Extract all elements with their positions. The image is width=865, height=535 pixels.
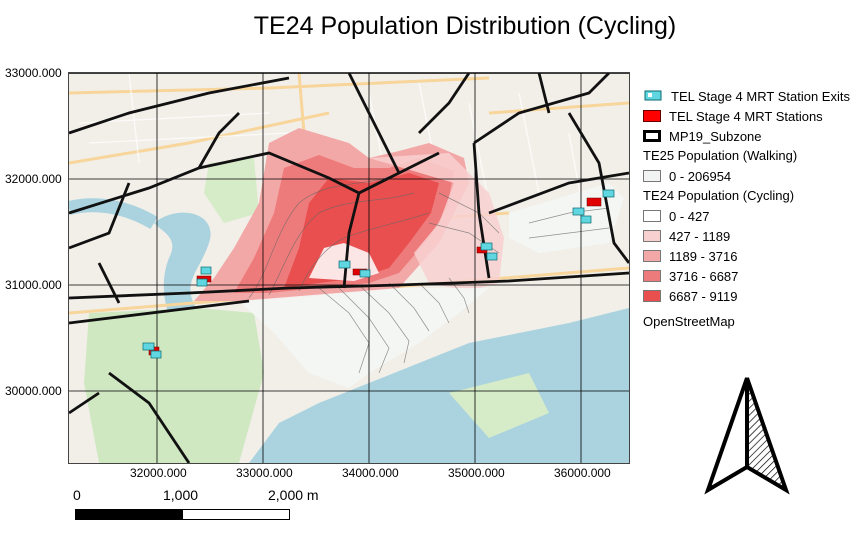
y-tick-label: 30000.000: [5, 384, 62, 398]
legend-swatch: [643, 170, 661, 182]
park-area: [449, 373, 549, 438]
station-exit-icon: [644, 90, 662, 101]
scale-bar-label: 1,000: [163, 487, 199, 503]
sea-area: [249, 308, 629, 463]
x-tick-label: 35000.000: [448, 466, 505, 480]
scale-bar-label: 2,000 m: [268, 487, 319, 503]
legend-swatch: [643, 230, 661, 242]
legend-swatch: [643, 270, 661, 282]
legend-label: 427 - 1189: [669, 228, 731, 244]
map-canvas[interactable]: [68, 72, 630, 464]
legend-label: TEL Stage 4 MRT Stations: [669, 108, 823, 124]
legend-swatch: [643, 290, 661, 302]
legend-item-cycling: 6687 - 9119: [643, 286, 863, 306]
legend-item-station-exits: TEL Stage 4 MRT Station Exits: [643, 86, 863, 106]
map-svg: [69, 73, 629, 463]
map-title: TE24 Population Distribution (Cycling): [253, 12, 677, 40]
north-arrow-icon: [704, 377, 790, 495]
mrt-station-exit-icons: [142, 189, 615, 359]
river-channel: [69, 198, 158, 230]
y-tick-label: 32000.000: [5, 172, 62, 186]
legend-swatch: [643, 210, 661, 222]
legend-label: 0 - 427: [669, 208, 710, 224]
legend-item-stations: TEL Stage 4 MRT Stations: [643, 106, 863, 126]
y-tick-label: 31000.000: [5, 278, 62, 292]
park-area: [204, 158, 259, 223]
legend-label: 6687 - 9119: [669, 288, 738, 304]
legend-label: 1189 - 3716: [669, 248, 738, 264]
legend-swatch: [643, 130, 661, 142]
y-tick-label: 33000.000: [5, 66, 62, 80]
legend-swatch: [643, 250, 661, 262]
subzone-boundaries: [69, 73, 629, 463]
legend-basemap-label: OpenStreetMap: [643, 314, 735, 329]
legend-item-subzone: MP19_Subzone: [643, 126, 863, 146]
walking-isochrone: [239, 288, 489, 388]
cycling-isochrone: [369, 153, 504, 291]
legend-label: 3716 - 6687: [669, 268, 739, 284]
scale-bar-label: 0: [73, 487, 81, 503]
map-legend: TEL Stage 4 MRT Station Exits TEL Stage …: [643, 86, 863, 332]
legend-label: MP19_Subzone: [669, 128, 762, 144]
legend-swatch: [643, 110, 661, 122]
legend-item-cycling: 427 - 1189: [643, 226, 863, 246]
legend-label: 0 - 206954: [669, 168, 732, 184]
legend-group-title: TE25 Population (Walking): [643, 148, 798, 163]
x-tick-label: 33000.000: [236, 466, 293, 480]
river-area: [154, 212, 211, 333]
legend-label: TEL Stage 4 MRT Station Exits: [671, 88, 850, 104]
legend-item-cycling: 1189 - 3716: [643, 246, 863, 266]
x-tick-label: 36000.000: [554, 466, 611, 480]
legend-group-title: TE24 Population (Cycling): [643, 188, 795, 203]
x-tick-label: 34000.000: [342, 466, 399, 480]
legend-item-cycling: 3716 - 6687: [643, 266, 863, 286]
legend-item-walking: 0 - 206954: [643, 166, 863, 186]
scale-bar: [75, 509, 290, 520]
park-area: [84, 308, 264, 463]
legend-item-cycling: 0 - 427: [643, 206, 863, 226]
x-tick-label: 32000.000: [130, 466, 187, 480]
